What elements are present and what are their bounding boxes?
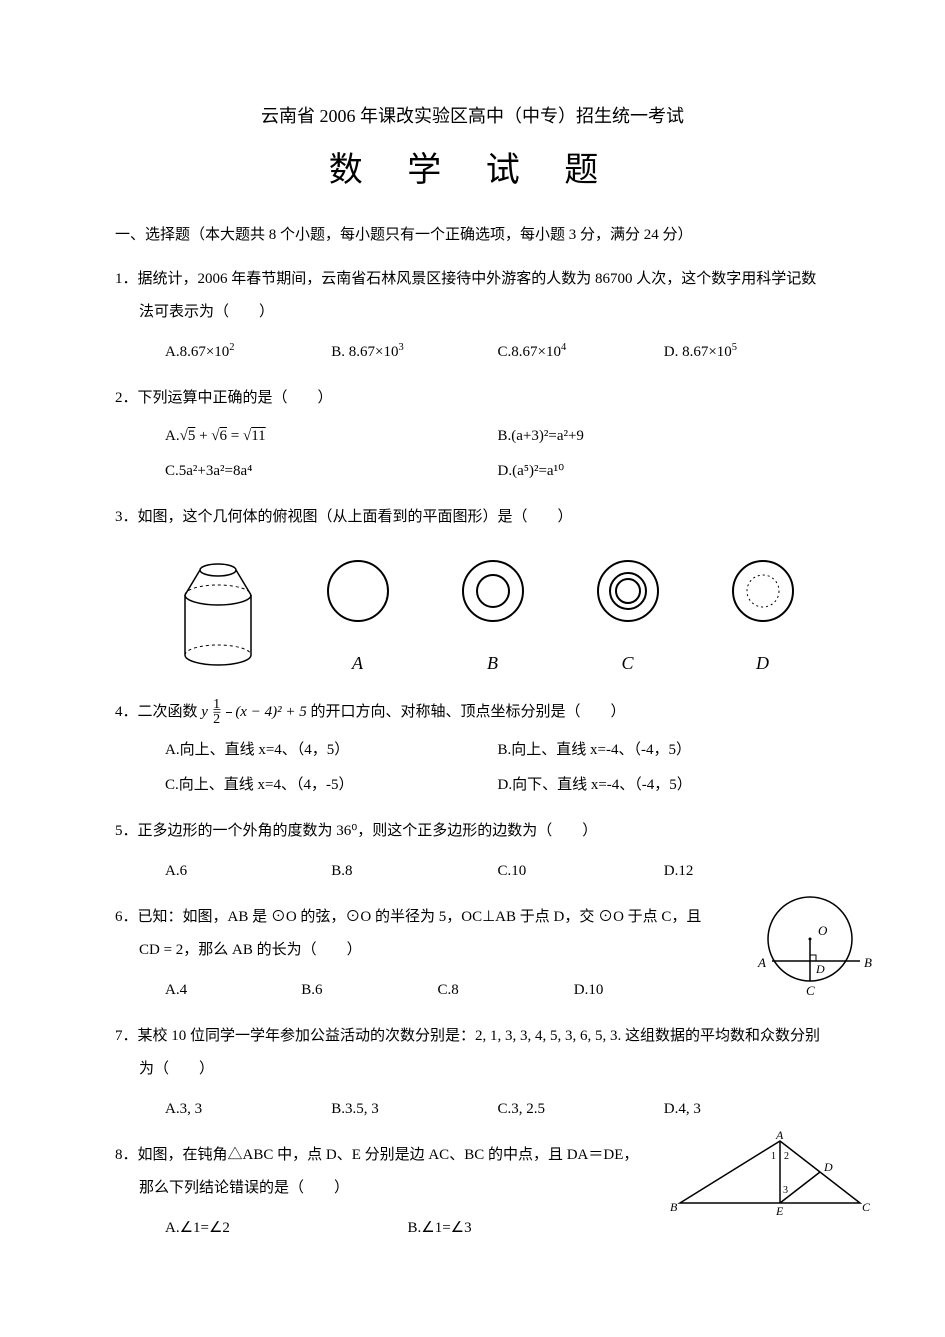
option-a: A.6 <box>165 858 331 885</box>
option-a: A.4 <box>165 977 301 1004</box>
question-number: 6． <box>115 909 138 925</box>
question-6-text: 6．已知：如图，AB 是 ⊙O 的弦，⊙O 的半径为 5，OC⊥AB 于点 D，… <box>115 901 830 967</box>
svg-text:D: D <box>815 962 825 976</box>
solid-figure <box>173 550 263 680</box>
option-d: D.10 <box>574 977 710 1004</box>
question-6: 6．已知：如图，AB 是 ⊙O 的弦，⊙O 的半径为 5，OC⊥AB 于点 D，… <box>115 901 830 1004</box>
option-d: D. 8.67×105 <box>664 339 830 366</box>
question-5-text: 5．正多边形的一个外角的度数为 36⁰，则这个正多边形的边数为（ ） <box>115 815 830 848</box>
question-5-options: A.6 B.8 C.10 D.12 <box>115 858 830 885</box>
question-body: 据统计，2006 年春节期间，云南省石林风景区接待中外游客的人数为 86700 … <box>138 271 817 320</box>
option-d: D.向下、直线 x=-4、（-4，5） <box>498 772 831 799</box>
option-d: D.4, 3 <box>664 1096 830 1123</box>
question-6-options: A.4 B.6 C.8 D.10 <box>115 977 830 1004</box>
option-b-figure: B <box>453 551 533 679</box>
question-body: 如图，这个几何体的俯视图（从上面看到的平面图形）是（ ） <box>138 509 573 525</box>
option-a: A.√5 + √6 = √11 <box>165 423 498 450</box>
question-1: 1．据统计，2006 年春节期间，云南省石林风景区接待中外游客的人数为 8670… <box>115 263 830 366</box>
option-c: C.8 <box>438 977 574 1004</box>
option-b: B. 8.67×103 <box>331 339 497 366</box>
option-c: C.8.67×104 <box>498 339 664 366</box>
option-d-figure: D <box>723 551 803 679</box>
question-7-text: 7．某校 10 位同学一学年参加公益活动的次数分别是：2, 1, 3, 3, 4… <box>115 1020 830 1086</box>
question-number: 3． <box>115 509 138 525</box>
section-1-title: 一、选择题（本大题共 8 个小题，每小题只有一个正确选项，每小题 3 分，满分 … <box>115 222 830 249</box>
option-b: B.∠1=∠3 <box>408 1215 651 1242</box>
question-body: 某校 10 位同学一学年参加公益活动的次数分别是：2, 1, 3, 3, 4, … <box>138 1028 821 1077</box>
svg-text:C: C <box>806 983 815 998</box>
svg-text:C: C <box>862 1200 870 1214</box>
option-d: D.(a⁵)²=a¹⁰ <box>498 458 831 485</box>
option-c-figure: C <box>588 551 668 679</box>
solid-icon <box>173 550 263 670</box>
option-a: A.3, 3 <box>165 1096 331 1123</box>
triangle-icon: A B C D E 1 2 3 <box>670 1131 870 1221</box>
option-d: D.12 <box>664 858 830 885</box>
question-4-options: A.向上、直线 x=4、（4，5） B.向上、直线 x=-4、（-4，5） C.… <box>115 737 830 799</box>
question-4-text: 4．二次函数 y = 12 (x − 4)² + 5 的开口方向、对称轴、顶点坐… <box>115 696 830 729</box>
option-c: C.10 <box>498 858 664 885</box>
question-3-figures: A B C D <box>145 550 830 680</box>
option-a-figure: A <box>318 551 398 679</box>
circle-chord-icon: O A B D C <box>740 891 880 1001</box>
question-body: 如图，在钝角△ABC 中，点 D、E 分别是边 AC、BC 的中点，且 DA＝D… <box>138 1147 639 1196</box>
question-number: 8． <box>115 1147 138 1163</box>
circle-b-icon <box>453 551 533 631</box>
question-number: 4． <box>115 704 138 720</box>
option-b: B.3.5, 3 <box>331 1096 497 1123</box>
question-3: 3．如图，这个几何体的俯视图（从上面看到的平面图形）是（ ） A <box>115 501 830 680</box>
option-d-label: D <box>723 647 803 679</box>
question-1-text: 1．据统计，2006 年春节期间，云南省石林风景区接待中外游客的人数为 8670… <box>115 263 830 329</box>
option-c: C.3, 2.5 <box>498 1096 664 1123</box>
option-a: A.∠1=∠2 <box>165 1215 408 1242</box>
option-b: B.6 <box>301 977 437 1004</box>
question-1-options: A.8.67×102 B. 8.67×103 C.8.67×104 D. 8.6… <box>115 339 830 366</box>
svg-text:A: A <box>757 955 766 970</box>
svg-text:B: B <box>670 1200 678 1214</box>
question-7-options: A.3, 3 B.3.5, 3 C.3, 2.5 D.4, 3 <box>115 1096 830 1123</box>
question-body: 下列运算中正确的是（ ） <box>138 390 333 406</box>
question-2-text: 2．下列运算中正确的是（ ） <box>115 382 830 415</box>
option-a: A.向上、直线 x=4、（4，5） <box>165 737 498 764</box>
question-4: 4．二次函数 y = 12 (x − 4)² + 5 的开口方向、对称轴、顶点坐… <box>115 696 830 799</box>
fraction: 12 <box>226 698 232 727</box>
option-c: C.5a²+3a²=8a⁴ <box>165 458 498 485</box>
option-b: B.8 <box>331 858 497 885</box>
svg-text:A: A <box>775 1131 784 1142</box>
question-number: 5． <box>115 823 138 839</box>
svg-text:2: 2 <box>784 1151 789 1162</box>
svg-text:1: 1 <box>771 1151 776 1162</box>
question-number: 2． <box>115 390 138 406</box>
option-b-label: B <box>453 647 533 679</box>
question-7: 7．某校 10 位同学一学年参加公益活动的次数分别是：2, 1, 3, 3, 4… <box>115 1020 830 1123</box>
option-c: C.向上、直线 x=4、（4，-5） <box>165 772 498 799</box>
option-a: A.8.67×102 <box>165 339 331 366</box>
svg-text:O: O <box>818 923 828 938</box>
exam-title: 数 学 试 题 <box>115 140 830 201</box>
question-2-options: A.√5 + √6 = √11 B.(a+3)²=a²+9 C.5a²+3a²=… <box>115 423 830 485</box>
question-3-text: 3．如图，这个几何体的俯视图（从上面看到的平面图形）是（ ） <box>115 501 830 534</box>
svg-text:B: B <box>864 955 872 970</box>
option-a-label: A <box>318 647 398 679</box>
svg-text:3: 3 <box>783 1185 788 1196</box>
option-c-label: C <box>588 647 668 679</box>
question-6-figure: O A B D C <box>740 891 880 1011</box>
svg-text:E: E <box>775 1204 784 1218</box>
question-body: 已知：如图，AB 是 ⊙O 的弦，⊙O 的半径为 5，OC⊥AB 于点 D，交 … <box>138 909 702 958</box>
exam-header-line: 云南省 2006 年课改实验区高中（中专）招生统一考试 <box>115 100 830 132</box>
question-5: 5．正多边形的一个外角的度数为 36⁰，则这个正多边形的边数为（ ） A.6 B… <box>115 815 830 885</box>
circle-a-icon <box>318 551 398 631</box>
question-number: 1． <box>115 271 138 287</box>
question-2: 2．下列运算中正确的是（ ） A.√5 + √6 = √11 B.(a+3)²=… <box>115 382 830 485</box>
svg-text:D: D <box>823 1160 833 1174</box>
circle-c-icon <box>588 551 668 631</box>
option-b: B.(a+3)²=a²+9 <box>498 423 831 450</box>
option-b: B.向上、直线 x=-4、（-4，5） <box>498 737 831 764</box>
circle-d-icon <box>723 551 803 631</box>
question-8: 8．如图，在钝角△ABC 中，点 D、E 分别是边 AC、BC 的中点，且 DA… <box>115 1139 830 1242</box>
question-8-figure: A B C D E 1 2 3 <box>670 1131 870 1231</box>
question-number: 7． <box>115 1028 138 1044</box>
question-body: 正多边形的一个外角的度数为 36⁰，则这个正多边形的边数为（ ） <box>138 823 598 839</box>
